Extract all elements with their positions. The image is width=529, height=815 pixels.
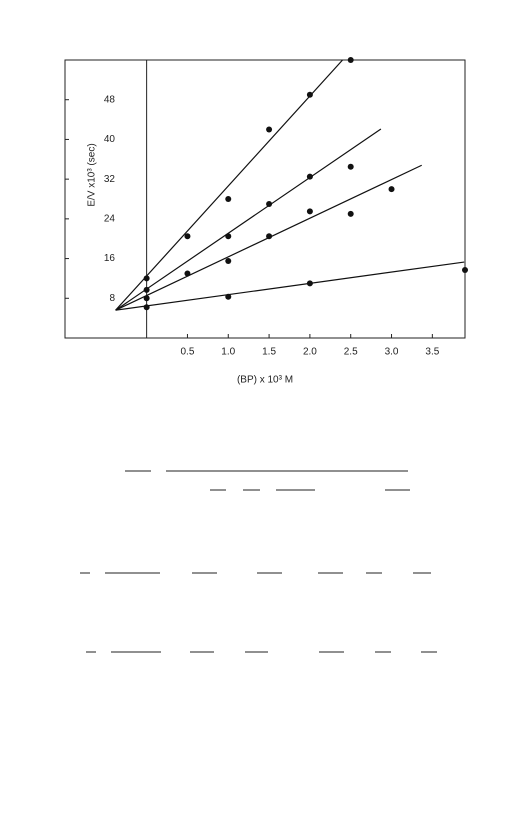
y-tick-label: 32: [104, 174, 116, 185]
data-point: [225, 196, 232, 202]
data-point: [347, 163, 354, 170]
x-tick-label: 3.5: [425, 347, 439, 358]
y-tick-label: 40: [104, 134, 116, 145]
y-tick-label: 24: [104, 213, 116, 224]
data-point: [306, 280, 313, 287]
data-point: [306, 208, 313, 215]
data-point: [462, 266, 468, 273]
data-point: [306, 91, 313, 98]
data-point: [143, 286, 150, 293]
data-point: [266, 126, 273, 133]
data-point: [184, 233, 191, 240]
y-tick-label: 8: [109, 293, 115, 304]
x-axis-label: (BP) x 10³ M: [237, 375, 293, 386]
data-point: [143, 295, 150, 302]
data-point: [388, 186, 395, 193]
data-point: [225, 258, 232, 265]
equations: [80, 470, 437, 653]
fit-line: [115, 128, 382, 311]
data-point: [347, 57, 354, 63]
x-tick-label: 1.0: [221, 347, 235, 358]
data-point: [266, 200, 273, 207]
fit-line: [115, 59, 343, 311]
plot-frame: [64, 59, 466, 339]
data-point: [143, 304, 150, 311]
y-tick-label: 48: [104, 94, 116, 105]
x-tick-label: 0.5: [180, 347, 194, 358]
data-point: [306, 173, 313, 180]
x-tick-label: 1.5: [262, 347, 276, 358]
data-point: [347, 210, 354, 217]
data-point: [225, 293, 232, 300]
y-tick-label: 16: [104, 253, 116, 264]
x-tick-label: 2.5: [344, 347, 358, 358]
data-point: [225, 233, 232, 240]
x-tick-label: 3.0: [385, 347, 399, 358]
data-point: [266, 233, 273, 240]
y-axis-label: E/V x10³ (sec): [87, 143, 98, 206]
fit-line: [115, 261, 465, 311]
data-point: [143, 275, 150, 282]
x-tick-label: 2.0: [303, 347, 317, 358]
